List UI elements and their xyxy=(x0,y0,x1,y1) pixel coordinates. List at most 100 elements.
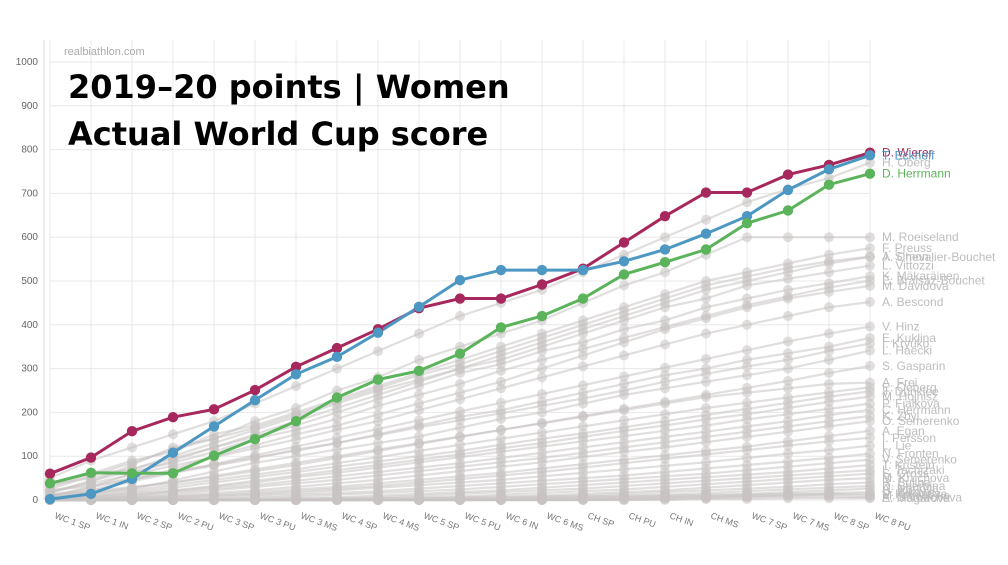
data-point xyxy=(701,376,711,387)
series-end-label: T. Eckhoff xyxy=(882,148,935,162)
data-point xyxy=(578,350,588,361)
data-point xyxy=(290,369,302,380)
data-point xyxy=(783,440,793,451)
data-point xyxy=(126,426,138,437)
data-point xyxy=(537,407,547,418)
data-point xyxy=(578,411,588,422)
data-point xyxy=(126,468,138,479)
data-point xyxy=(782,205,794,216)
data-point xyxy=(824,378,834,389)
data-point xyxy=(454,348,466,359)
series-end-label: A. Chevalier-Bouchet xyxy=(882,250,996,264)
series-end-label: U. Bikovic xyxy=(882,485,935,499)
data-point xyxy=(701,214,711,225)
data-point xyxy=(742,494,752,505)
series-end-label: V. Semerenko xyxy=(882,453,957,467)
data-point xyxy=(783,311,793,322)
data-point xyxy=(331,351,343,362)
data-point xyxy=(659,256,671,268)
data-point xyxy=(455,431,465,442)
data-point xyxy=(783,448,793,459)
chart-title-line1: 2019–20 points | Women xyxy=(68,68,510,107)
data-point xyxy=(373,400,383,411)
x-tick-label: WC 6 MS xyxy=(545,510,585,533)
data-point xyxy=(865,321,875,332)
data-point xyxy=(660,383,670,394)
data-point xyxy=(742,387,752,398)
data-point xyxy=(44,493,56,505)
data-point xyxy=(208,450,220,461)
data-point xyxy=(413,301,425,313)
data-point xyxy=(291,495,301,505)
data-point xyxy=(373,495,383,505)
series-end-label: N. Fronten xyxy=(882,447,939,461)
data-point xyxy=(44,468,56,479)
data-point xyxy=(824,346,834,357)
x-tick-label: WC 2 SP xyxy=(135,510,173,532)
y-tick-label: 400 xyxy=(21,320,38,331)
x-tick-label: CH PU xyxy=(627,510,657,529)
series-end-label: D. Sherbina xyxy=(882,479,946,493)
data-point xyxy=(413,365,425,376)
data-point xyxy=(332,495,342,505)
x-tick-label: WC 1 SP xyxy=(53,510,91,532)
data-point xyxy=(331,342,343,354)
data-point xyxy=(742,280,752,291)
data-point xyxy=(865,493,875,504)
data-point xyxy=(660,267,670,278)
data-point xyxy=(701,302,711,313)
data-point xyxy=(619,405,629,416)
data-point xyxy=(742,197,752,208)
y-tick-label: 0 xyxy=(32,495,38,506)
data-point xyxy=(291,434,301,445)
y-tick-label: 900 xyxy=(21,101,38,112)
series-end-label: A. Egan xyxy=(882,424,925,438)
data-point xyxy=(495,264,507,276)
data-point xyxy=(742,302,752,313)
y-tick-label: 500 xyxy=(21,276,38,287)
data-point xyxy=(455,422,465,433)
data-point xyxy=(537,495,547,505)
data-point xyxy=(660,398,670,409)
x-tick-label: WC 3 MS xyxy=(299,510,339,533)
data-point xyxy=(372,327,384,338)
data-point xyxy=(455,378,465,389)
series-end-label: E. Braisaz-Bouchet xyxy=(882,274,985,288)
data-point xyxy=(783,232,793,243)
data-point xyxy=(332,424,342,435)
data-point xyxy=(496,413,506,424)
x-tick-label: WC 2 PU xyxy=(176,510,215,532)
data-point xyxy=(455,367,465,378)
data-point xyxy=(373,346,383,357)
series-end-label: A. Frei xyxy=(882,376,917,390)
data-point xyxy=(537,346,547,357)
highlight-series-points xyxy=(44,147,876,505)
series-end-label: M. Mezheiko xyxy=(882,489,950,503)
data-point xyxy=(783,336,793,347)
data-point xyxy=(455,415,465,426)
data-point xyxy=(783,273,793,284)
data-point xyxy=(824,396,834,407)
x-tick-label: WC 6 IN xyxy=(504,510,539,531)
data-point xyxy=(373,430,383,441)
data-point xyxy=(414,389,424,400)
data-point xyxy=(701,353,711,364)
data-point xyxy=(536,279,548,290)
data-point xyxy=(864,168,876,179)
data-point xyxy=(659,244,671,255)
series-end-label: M. Davidova xyxy=(882,279,949,293)
data-point xyxy=(455,311,465,322)
x-tick-label: CH MS xyxy=(709,510,740,529)
data-point xyxy=(290,415,302,427)
data-point xyxy=(701,449,711,460)
data-point xyxy=(701,293,711,304)
data-point xyxy=(618,237,630,248)
series-end-label: A. Ivanova xyxy=(882,482,939,496)
data-point xyxy=(865,432,875,443)
x-tick-label: WC 5 SP xyxy=(422,510,460,532)
series-end-label: T. Kristejn xyxy=(882,458,935,472)
data-point xyxy=(85,467,97,479)
data-point xyxy=(578,380,588,391)
data-point xyxy=(782,184,794,196)
series-end-label: L. Tachizaki xyxy=(882,463,944,477)
